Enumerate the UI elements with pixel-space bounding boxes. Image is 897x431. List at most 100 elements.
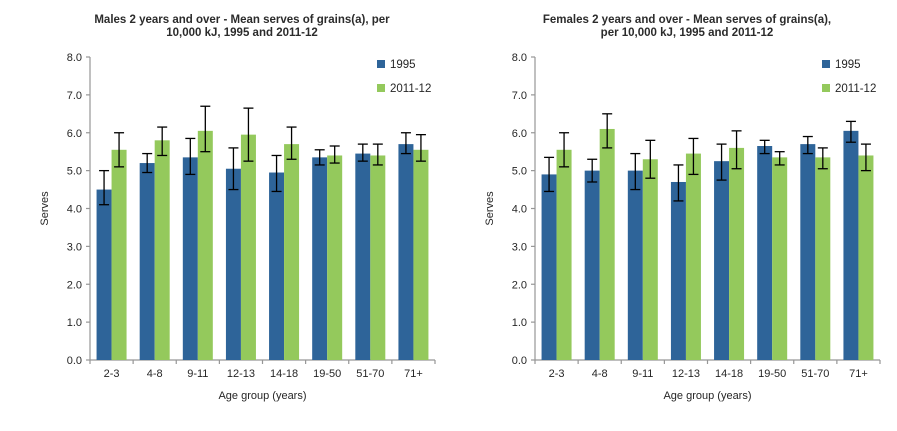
chart-females: Females 2 years and over - Mean serves o… <box>477 6 897 416</box>
y-axis-title: Serves <box>484 191 496 226</box>
error-bar-2011-12-9-11 <box>200 105 211 153</box>
bar-2011-12-71+ <box>413 149 429 360</box>
chart-title-females-line1: Females 2 years and over - Mean serves o… <box>542 14 832 26</box>
error-bar-2011-12-2-3 <box>114 132 125 168</box>
y-tick-label: 7.0 <box>67 90 82 102</box>
y-tick-label: 5.0 <box>512 166 527 178</box>
error-bar-1995-9-11 <box>630 152 641 191</box>
legend-label-1995: 1995 <box>390 59 416 71</box>
error-bar-1995-4-8 <box>142 152 153 174</box>
legend-swatch-2011-12 <box>822 84 830 92</box>
bar-1995-14-18 <box>714 161 730 360</box>
x-tick-label-71+: 71+ <box>849 368 868 380</box>
error-bar-1995-71+ <box>400 132 411 155</box>
legend-label-1995: 1995 <box>835 59 861 71</box>
bar-1995-4-8 <box>139 163 155 360</box>
bar-2011-12-71+ <box>858 155 874 360</box>
y-tick-label: 3.0 <box>67 241 82 253</box>
bar-1995-71+ <box>843 130 859 360</box>
y-tick-label: 6.0 <box>67 128 82 140</box>
bar-2011-12-2-3 <box>556 149 572 360</box>
error-bar-2011-12-19-50 <box>774 151 785 166</box>
error-bar-1995-9-11 <box>185 137 196 176</box>
y-tick-label: 2.0 <box>512 279 527 291</box>
error-bar-1995-51-70 <box>357 143 368 162</box>
error-bar-2011-12-4-8 <box>602 113 613 149</box>
x-tick-label-12-13: 12-13 <box>227 368 255 380</box>
x-tick-label-19-50: 19-50 <box>758 368 786 380</box>
error-bar-2011-12-14-18 <box>286 126 297 160</box>
y-tick-label: 1.0 <box>67 317 82 329</box>
legend-label-2011-12: 2011-12 <box>835 83 876 95</box>
x-tick-label-51-70: 51-70 <box>356 368 384 380</box>
x-tick-label-19-50: 19-50 <box>313 368 341 380</box>
bar-1995-9-11 <box>627 170 643 360</box>
y-tick-label: 4.0 <box>67 204 82 216</box>
bar-2011-12-51-70 <box>815 157 831 360</box>
x-tick-label-9-11: 9-11 <box>187 368 208 380</box>
x-tick-label-51-70: 51-70 <box>801 368 829 380</box>
bar-1995-12-13 <box>225 168 241 360</box>
bar-1995-4-8 <box>584 170 600 360</box>
chart-title-females-line2: per 10,000 kJ, 1995 and 2011-12 <box>600 27 774 39</box>
bar-2011-12-19-50 <box>327 155 343 360</box>
error-bar-1995-12-13 <box>673 164 684 202</box>
chart-title-females: Females 2 years and over - Mean serves o… <box>477 6 897 46</box>
error-bar-2011-12-71+ <box>415 133 426 162</box>
chart-title-males-line1: Males 2 years and over - Mean serves of … <box>94 14 390 26</box>
bar-2011-12-19-50 <box>772 157 788 360</box>
legend-swatch-2011-12 <box>377 84 385 92</box>
error-bar-2011-12-2-3 <box>559 132 570 168</box>
error-bar-1995-19-50 <box>759 139 770 155</box>
error-bar-2011-12-14-18 <box>731 130 742 170</box>
y-tick-label: 2.0 <box>67 279 82 291</box>
bar-1995-14-18 <box>269 172 285 360</box>
error-bar-2011-12-51-70 <box>817 147 828 170</box>
y-tick-label: 8.0 <box>512 52 527 64</box>
x-tick-label-14-18: 14-18 <box>715 368 743 380</box>
x-tick-label-2-3: 2-3 <box>104 368 120 380</box>
error-bar-2011-12-71+ <box>860 143 871 172</box>
bar-1995-19-50 <box>757 146 773 360</box>
bar-2011-12-51-70 <box>370 155 386 360</box>
bar-1995-51-70 <box>355 153 371 360</box>
legend-swatch-1995 <box>377 60 385 68</box>
error-bar-1995-14-18 <box>716 143 727 181</box>
error-bar-1995-71+ <box>845 120 856 143</box>
chart-title-males-line2: 10,000 kJ, 1995 and 2011-12 <box>166 27 318 39</box>
bar-1995-9-11 <box>182 157 198 360</box>
bar-1995-2-3 <box>541 174 557 360</box>
bar-1995-71+ <box>398 144 414 360</box>
bar-1995-12-13 <box>670 181 686 360</box>
y-axis-title: Serves <box>39 191 51 226</box>
error-bar-2011-12-19-50 <box>329 145 340 164</box>
y-tick-label: 1.0 <box>512 317 527 329</box>
chart-males-plot: 0.0 1.0 2.0 3.0 4.0 5.0 6.0 7.0 8.0 2-3 4-8 9-11 12-… <box>39 52 436 402</box>
error-bar-2011-12-51-70 <box>372 143 383 166</box>
error-bar-2011-12-12-13 <box>243 107 254 162</box>
y-tick-label: 4.0 <box>512 204 527 216</box>
chart-males: Males 2 years and over - Mean serves of … <box>32 6 452 416</box>
bar-1995-19-50 <box>312 157 328 360</box>
legend-label-2011-12: 2011-12 <box>390 83 431 95</box>
error-bar-1995-19-50 <box>314 149 325 166</box>
chart-title-males: Males 2 years and over - Mean serves of … <box>32 6 452 46</box>
error-bar-1995-2-3 <box>544 156 555 193</box>
bar-2011-12-14-18 <box>729 147 745 360</box>
x-axis-title: Age group (years) <box>663 390 751 402</box>
legend-swatch-1995 <box>822 60 830 68</box>
y-tick-label: 3.0 <box>512 241 527 253</box>
error-bar-1995-2-3 <box>99 169 110 206</box>
bar-2011-12-4-8 <box>154 140 170 360</box>
error-bar-1995-51-70 <box>802 135 813 155</box>
x-tick-label-9-11: 9-11 <box>632 368 653 380</box>
error-bar-2011-12-9-11 <box>645 139 656 179</box>
bar-2011-12-12-13 <box>685 153 701 360</box>
bar-1995-51-70 <box>800 144 816 360</box>
y-tick-label: 8.0 <box>67 52 82 64</box>
y-tick-label: 7.0 <box>512 90 527 102</box>
x-axis-title: Age group (years) <box>218 390 306 402</box>
x-tick-label-4-8: 4-8 <box>592 368 608 380</box>
error-bar-1995-14-18 <box>271 154 282 193</box>
